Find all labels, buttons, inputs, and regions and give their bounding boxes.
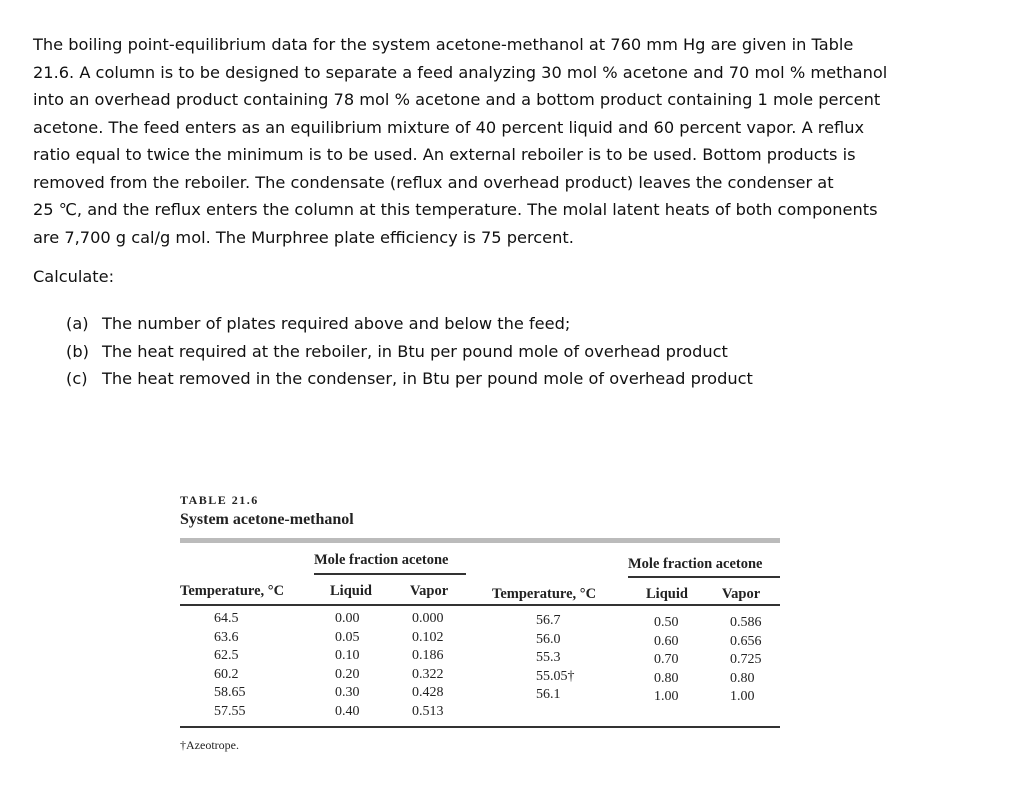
part-text: The heat required at the reboiler, in Bt… [102,341,728,361]
question-part-c: (c) The heat removed in the condenser, in… [66,365,753,393]
right-vapor-column: 0.586 0.656 0.725 0.80 1.00 [730,614,762,707]
cell: 0.40 [335,703,360,719]
cell: 0.513 [412,703,444,719]
question-parts: (a) The number of plates required above a… [66,310,753,393]
right-liquid-column: 0.50 0.60 0.70 0.80 1.00 [654,614,679,707]
left-temperature-column: 64.5 63.6 62.5 60.2 58.65 57.55 [214,610,246,722]
problem-statement: The boiling point-equilibrium data for t… [33,31,887,251]
cell: 0.428 [412,685,444,701]
cell: 0.50 [654,615,679,630]
problem-line: 21.6. A column is to be designed to sepa… [33,62,888,82]
header-vapor-left: Vapor [410,583,449,599]
cell: 1.00 [654,689,679,705]
part-text: The number of plates required above and … [102,314,571,333]
table-number: TABLE 21.6 [180,493,259,507]
group-header-left: Mole fraction acetone [314,552,449,568]
part-label: (c) [66,369,88,388]
problem-line: into an overhead product containing 78 m… [33,90,881,109]
header-temperature-right: Temperature, °C [492,586,597,602]
table-footnote: †Azeotrope. [180,738,239,752]
cell: 0.70 [654,652,679,668]
cell: 56.0 [536,631,561,647]
cell: 1.00 [730,689,755,705]
cell: 0.322 [412,666,444,682]
cell: 60.2 [214,666,239,682]
left-vapor-column: 0.000 0.102 0.186 0.322 0.428 0.513 [412,610,444,722]
calculate-heading: Calculate: [33,267,115,286]
question-part-a: (a) The number of plates required above a… [66,310,753,338]
cell: 58.65 [214,685,246,701]
cell: 0.80 [654,670,679,686]
cell: 56.7 [536,613,561,628]
cell: 0.20 [335,666,360,682]
header-liquid-left: Liquid [330,583,372,599]
problem-line: are 7,700 g cal/g mol. The Murphree plat… [33,227,574,247]
problem-line: removed from the reboiler. The condensat… [33,172,834,192]
group-header-right: Mole fraction acetone [628,556,763,572]
cell: 0.586 [730,615,762,630]
question-part-b: (b) The heat required at the reboiler, in… [66,338,753,366]
cell: 0.80 [730,670,755,686]
cell: 0.725 [730,652,762,668]
header-liquid-right: Liquid [646,586,688,602]
cell: 0.00 [335,611,360,626]
cell: 0.102 [412,629,444,645]
group-underline [314,573,466,575]
cell: 55.05† [536,668,575,684]
cell: 0.05 [335,629,360,645]
cell: 0.186 [412,648,444,664]
right-temperature-column: 56.7 56.0 55.3 55.05† 56.1 [536,612,575,705]
cell: 62.5 [214,648,239,664]
cell: 0.10 [335,648,360,664]
problem-line: The boiling point-equilibrium data for t… [33,35,854,54]
header-rule [180,604,780,606]
cell: 55.3 [536,650,561,666]
part-text: The heat removed in the condenser, in Bt… [102,369,753,388]
table-21-6: TABLE 21.6 System acetone-methanol Mole … [180,490,780,760]
part-label: (b) [66,341,89,361]
header-temperature-left: Temperature, °C [180,583,285,599]
cell: 64.5 [214,611,239,626]
cell: 63.6 [214,629,239,645]
problem-line: acetone. The feed enters as an equilibri… [33,117,865,137]
header-vapor-right: Vapor [722,586,761,602]
problem-line: 25 ℃, and the reflux enters the column a… [33,200,878,219]
cell: 0.656 [730,633,762,649]
table-title: System acetone-methanol [180,511,354,528]
cell: 56.1 [536,687,561,703]
bottom-rule [180,726,780,728]
table-top-bar [180,538,780,543]
cell: 0.60 [654,633,679,649]
part-label: (a) [66,314,89,333]
cell: 0.000 [412,611,444,626]
cell: 57.55 [214,703,246,719]
problem-line: ratio equal to twice the minimum is to b… [33,145,856,164]
group-underline [628,576,780,578]
left-liquid-column: 0.00 0.05 0.10 0.20 0.30 0.40 [335,610,360,722]
cell: 0.30 [335,685,360,701]
